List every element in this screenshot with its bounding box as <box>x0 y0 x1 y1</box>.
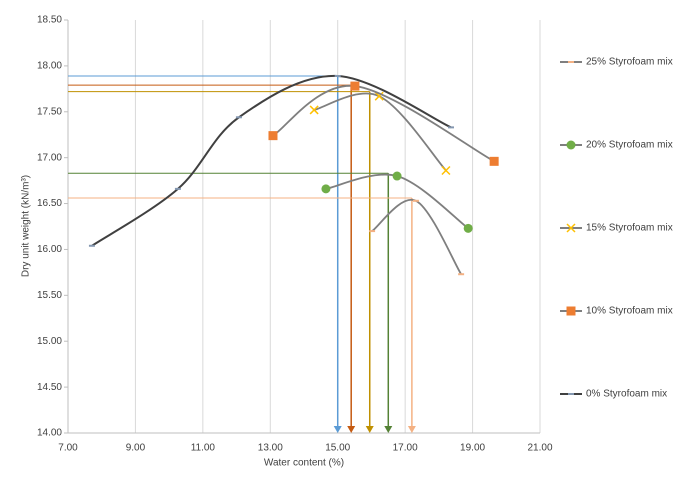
y-tick-label: 18.00 <box>37 61 62 72</box>
x-tick-label: 13.00 <box>258 443 283 454</box>
marker-shape <box>392 171 402 181</box>
marker-shape <box>489 156 499 166</box>
reference-arrow <box>407 426 416 433</box>
reference-arrow <box>333 426 342 433</box>
marker <box>463 223 473 233</box>
y-tick-label: 17.00 <box>37 152 62 163</box>
marker-shape <box>309 105 319 115</box>
y-tick-label: 16.00 <box>37 244 62 255</box>
marker <box>489 156 499 166</box>
x-tick-label: 19.00 <box>460 443 485 454</box>
marker-shape <box>268 131 278 141</box>
marker <box>566 306 576 316</box>
marker <box>321 184 331 194</box>
legend-item: 10% Styrofoam mix <box>560 306 673 317</box>
series-line <box>325 173 469 230</box>
marker-shape <box>566 223 576 233</box>
marker <box>268 131 278 141</box>
marker <box>441 165 451 176</box>
legend-label: 10% Styrofoam mix <box>586 306 673 317</box>
y-tick-label: 16.50 <box>37 198 62 209</box>
x-tick-label: 21.00 <box>527 443 552 454</box>
x-tick-label: 11.00 <box>191 443 216 454</box>
reference-arrow <box>347 426 356 433</box>
y-tick-label: 14.00 <box>37 428 62 439</box>
marker-shape <box>566 306 576 316</box>
marker <box>309 105 319 115</box>
legend-item: 0% Styrofoam mix <box>560 389 667 400</box>
series-line <box>313 92 447 172</box>
legend-label: 25% Styrofoam mix <box>586 57 673 68</box>
x-tick-label: 17.00 <box>393 443 418 454</box>
legend-item: 15% Styrofoam mix <box>560 223 673 234</box>
marker-shape <box>566 140 576 150</box>
y-tick-label: 15.50 <box>37 290 62 301</box>
marker-shape <box>321 184 331 194</box>
marker-shape <box>463 223 473 233</box>
marker-shape <box>441 165 451 176</box>
legend-label: 15% Styrofoam mix <box>586 223 673 234</box>
marker <box>392 171 402 181</box>
reference-arrow <box>384 426 393 433</box>
series-line <box>272 85 495 163</box>
legend-item: 20% Styrofoam mix <box>560 140 673 151</box>
x-tick-label: 15.00 <box>325 443 350 454</box>
legend-label: 20% Styrofoam mix <box>586 140 673 151</box>
y-tick-label: 14.50 <box>37 382 62 393</box>
x-tick-label: 9.00 <box>126 443 146 454</box>
marker <box>566 223 576 233</box>
y-tick-label: 17.50 <box>37 106 62 117</box>
legend-label: 0% Styrofoam mix <box>586 389 667 400</box>
marker-shape <box>350 81 360 91</box>
legend-item: 25% Styrofoam mix <box>560 57 673 68</box>
marker-shape <box>374 91 384 101</box>
marker <box>566 140 576 150</box>
marker <box>374 91 384 101</box>
x-tick-label: 7.00 <box>58 443 78 454</box>
y-axis-title: Dry unit weight (kN/m³) <box>21 175 32 277</box>
y-tick-label: 15.00 <box>37 336 62 347</box>
x-axis-title: Water content (%) <box>264 458 344 469</box>
marker <box>350 81 360 91</box>
reference-arrow <box>365 426 374 433</box>
y-tick-label: 18.50 <box>37 15 62 26</box>
